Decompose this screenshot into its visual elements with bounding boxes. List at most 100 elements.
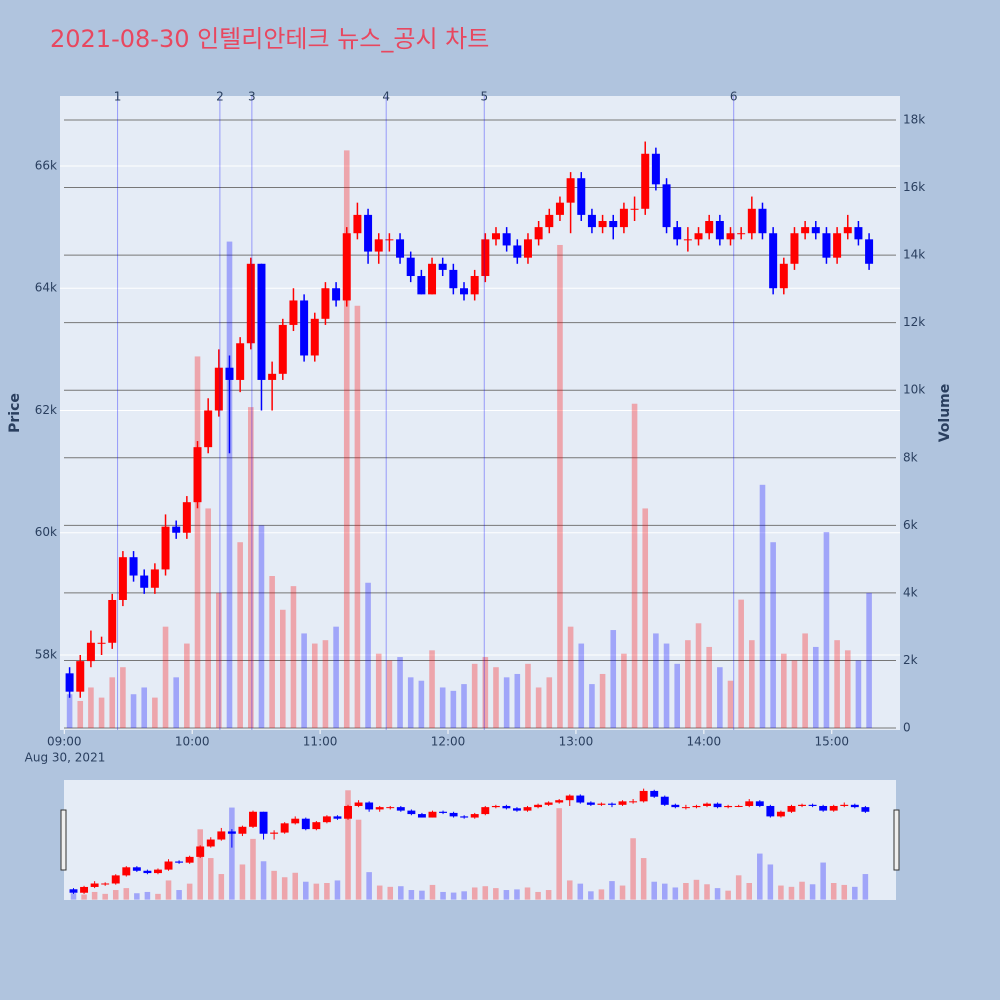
- candle-body: [671, 804, 680, 808]
- volume-bar: [141, 687, 148, 729]
- candle-body: [206, 839, 215, 847]
- candle-body: [227, 831, 236, 834]
- candle-body: [385, 239, 394, 241]
- candle-body: [90, 883, 99, 887]
- volume-bar: [120, 667, 126, 729]
- volume-bar: [535, 891, 541, 900]
- candle-body: [185, 856, 194, 863]
- candle-body: [545, 214, 554, 228]
- volume-bar: [651, 881, 657, 900]
- volume-bar: [791, 660, 798, 729]
- volume-bar: [237, 542, 243, 729]
- candle-body: [365, 802, 374, 810]
- volume-bar: [514, 673, 521, 729]
- candle-body: [268, 373, 277, 380]
- volume-bar: [450, 892, 457, 900]
- volume-bar: [461, 891, 467, 900]
- candle-body: [639, 790, 648, 802]
- candle-body: [705, 221, 714, 234]
- candle-body: [214, 367, 223, 411]
- volume-bar: [640, 858, 647, 900]
- candle-body: [249, 811, 257, 827]
- event-label: 2: [216, 90, 224, 104]
- volume-bar: [778, 885, 784, 900]
- candle-body: [470, 276, 479, 295]
- volume-bar: [759, 484, 766, 729]
- candle-body: [333, 816, 342, 819]
- candle-body: [694, 233, 703, 240]
- range-handle[interactable]: [60, 809, 67, 871]
- volume-bar: [419, 890, 425, 900]
- candle-body: [225, 367, 234, 380]
- candle-body: [673, 227, 682, 240]
- volume-bar: [88, 687, 94, 729]
- volume-bar: [482, 886, 489, 900]
- candle-body: [353, 214, 362, 234]
- candle-body: [681, 807, 690, 809]
- candle-body: [449, 269, 458, 289]
- range-handle[interactable]: [893, 809, 900, 871]
- candle-body: [407, 810, 416, 815]
- candle-body: [566, 178, 575, 203]
- volume-bar: [749, 640, 755, 729]
- range-slider[interactable]: [64, 780, 896, 900]
- volume-bar: [450, 690, 457, 729]
- volume-bar: [418, 680, 425, 729]
- y-axis-title: Price: [7, 393, 23, 433]
- volume-bar: [738, 599, 744, 729]
- candle-body: [364, 214, 373, 252]
- volume-bar: [830, 882, 837, 900]
- volume-bar: [365, 582, 371, 729]
- candle-body: [449, 812, 458, 817]
- candle-body: [428, 263, 437, 295]
- candle-body: [80, 886, 89, 893]
- volume-bar: [735, 875, 742, 900]
- volume-bar: [70, 893, 77, 900]
- volume-bar: [301, 633, 307, 729]
- volume-bar: [324, 882, 330, 900]
- candle-body: [544, 802, 553, 805]
- volume-bar: [788, 886, 795, 900]
- candle-body: [608, 803, 616, 805]
- candle-body: [396, 239, 405, 258]
- volume-bar: [184, 643, 190, 729]
- volume-bar: [820, 862, 826, 900]
- candle-body: [737, 233, 746, 235]
- candle-body: [843, 227, 852, 234]
- event-label: 4: [382, 90, 390, 104]
- candle-body: [726, 233, 735, 240]
- volume-bar: [727, 680, 734, 729]
- volume-bar: [102, 893, 108, 900]
- x-tick-label: 11:00: [303, 735, 338, 749]
- candle-body: [811, 227, 820, 234]
- volume-bar: [98, 697, 105, 729]
- volume-bar: [746, 882, 753, 900]
- candle-body: [118, 557, 127, 600]
- candle-body: [481, 239, 490, 277]
- volume-bar: [165, 880, 172, 900]
- volume-bar: [598, 889, 605, 900]
- volume-bar: [91, 891, 98, 900]
- x-tick-label: 12:00: [431, 735, 466, 749]
- volume-bar: [155, 893, 161, 900]
- candle-body: [460, 288, 469, 295]
- candle-body: [300, 300, 309, 356]
- candle-body: [280, 823, 289, 833]
- volume-bar: [812, 646, 819, 729]
- volume-bar: [493, 667, 499, 729]
- volume-bar: [525, 663, 531, 729]
- volume-bar: [578, 643, 585, 729]
- candle-body: [342, 233, 351, 301]
- y2-tick-label: 8k: [903, 450, 918, 464]
- candle-body: [747, 208, 756, 234]
- volume-bar: [194, 356, 201, 729]
- volume-bar: [376, 885, 383, 900]
- volume-bar: [642, 508, 649, 729]
- volume-bar: [439, 687, 446, 729]
- volume-bar: [471, 663, 478, 729]
- volume-bar: [144, 891, 151, 900]
- candle-body: [374, 239, 383, 252]
- candle-body: [854, 227, 863, 240]
- volume-bar: [535, 687, 542, 729]
- volume-bar: [218, 874, 225, 900]
